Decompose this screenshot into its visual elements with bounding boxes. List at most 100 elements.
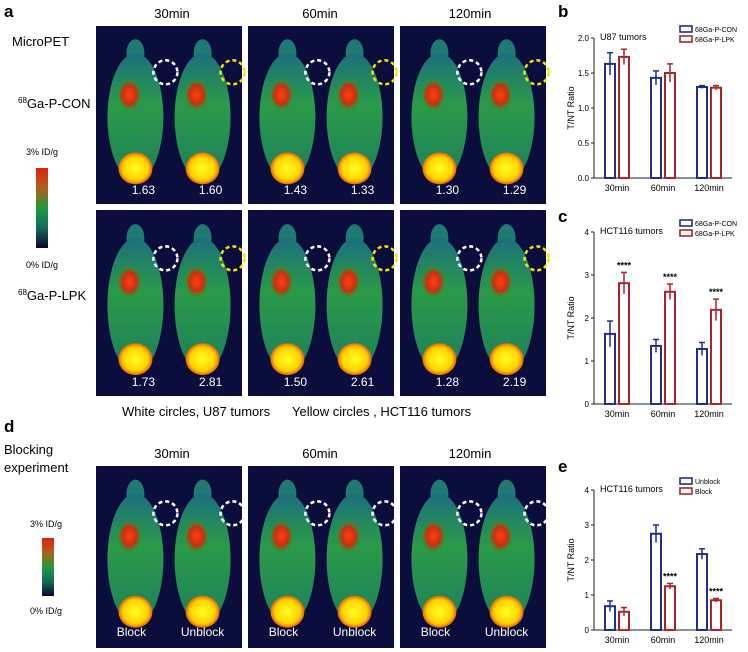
ratio-value-left: 1.50 <box>284 375 308 389</box>
caption-white-circles: White circles, U87 tumors <box>122 404 271 419</box>
mouse-left <box>107 39 164 185</box>
bladder-signal <box>337 152 372 185</box>
legend-swatch <box>679 219 693 227</box>
blocking-label-line1: Blocking <box>4 442 53 457</box>
legend-label: 68Ga-P-LPK <box>695 231 735 238</box>
ratio-value-left: 1.73 <box>132 375 156 389</box>
legend-swatch <box>679 229 693 237</box>
bladder-signal <box>185 152 220 185</box>
ratio-value-right: 2.19 <box>503 375 527 389</box>
pet-images-a: 1.63 1.60 1.43 1.33 1.30 1.29 1.73 2.81 1.50 2.61… <box>96 26 550 396</box>
uptake-hotspot <box>421 520 446 553</box>
panel-letter-b: b <box>558 2 568 21</box>
y-tick-label: 1 <box>585 357 590 366</box>
block-col1-pet-panel: Block Unblock <box>96 466 246 648</box>
y-axis-label: T/NT Ratio <box>566 538 576 581</box>
bar <box>710 308 722 405</box>
row1-col1-pet-panel: 1.63 1.60 <box>96 26 246 204</box>
panel-letter-e: e <box>558 457 567 476</box>
y-tick-label: 1 <box>585 591 590 600</box>
tumor-circle-right <box>219 500 246 527</box>
uptake-hotspot <box>269 265 294 298</box>
time-header-a-2: 60min <box>302 6 337 21</box>
y-tick-label: 1.5 <box>578 69 590 78</box>
mouse-right <box>478 39 535 185</box>
mouse-left <box>259 39 316 185</box>
label-block: Block <box>421 625 451 639</box>
y-tick-label: 2 <box>585 556 590 565</box>
uptake-hotspot <box>488 520 513 553</box>
bar <box>710 599 722 631</box>
legend-label: Unblock <box>695 479 721 486</box>
significance-marker: **** <box>663 272 678 282</box>
y-tick-label: 0.5 <box>578 139 590 148</box>
label-unblock: Unblock <box>181 625 225 639</box>
legend-swatch <box>679 25 693 33</box>
micropet-label: MicroPET <box>12 34 69 49</box>
mouse-right <box>478 479 535 628</box>
bar <box>604 62 616 179</box>
tumor-circle-left <box>152 245 179 272</box>
uptake-hotspot <box>117 265 142 298</box>
uptake-hotspot <box>488 265 513 298</box>
scale-a-top-label: 3% ID/g <box>26 147 58 157</box>
ratio-value-right: 1.29 <box>503 183 527 197</box>
mouse-left <box>411 479 468 628</box>
uptake-hotspot <box>117 78 142 111</box>
pet-images-d: Block Unblock Block Unblock Block Unblock <box>96 466 550 648</box>
y-tick-label: 3 <box>585 271 590 280</box>
legend-swatch <box>679 487 693 495</box>
tumor-circle-left <box>456 59 483 86</box>
y-tick-label: 4 <box>585 228 590 237</box>
legend-label: 68Ga-P-CON <box>695 27 737 34</box>
bladder-signal <box>337 343 372 376</box>
bar <box>650 532 662 631</box>
label-block: Block <box>269 625 299 639</box>
row1-col2-pet-panel: 1.43 1.33 <box>248 26 398 204</box>
uptake-hotspot <box>336 520 361 553</box>
row2-label-text: Ga-P-LPK <box>27 288 87 303</box>
row2-label: 68Ga-P-LPK <box>18 288 86 303</box>
chart-title: HCT116 tumors <box>600 226 663 236</box>
mouse-right <box>174 479 231 628</box>
uptake-hotspot <box>184 520 209 553</box>
row1-col3-pet-panel: 1.30 1.29 <box>400 26 550 204</box>
bar <box>710 86 722 179</box>
row1-label-text: Ga-P-CON <box>27 96 91 111</box>
bladder-signal <box>422 343 457 376</box>
uptake-hotspot <box>269 78 294 111</box>
mouse-left <box>259 224 316 376</box>
scale-a-bottom-label: 0% ID/g <box>26 260 58 270</box>
time-header-a-1: 30min <box>154 6 189 21</box>
bladder-signal <box>489 152 524 185</box>
y-axis-label: T/NT Ratio <box>566 86 576 129</box>
bladder-signal <box>422 595 457 628</box>
ratio-value-left: 1.28 <box>436 375 460 389</box>
row1-label: 68Ga-P-CON <box>18 96 90 111</box>
tumor-circle-left <box>304 500 331 527</box>
y-tick-label: 0 <box>585 400 590 409</box>
bladder-signal <box>270 152 305 185</box>
bar <box>618 55 630 179</box>
uptake-hotspot <box>269 520 294 553</box>
bladder-signal <box>185 595 220 628</box>
tumor-circle-left <box>152 59 179 86</box>
mouse-left <box>411 39 468 185</box>
tumor-circle-left <box>304 245 331 272</box>
bladder-signal <box>270 595 305 628</box>
row2-col2-pet-panel: 1.50 2.61 <box>248 210 398 396</box>
tumor-circle-right <box>219 245 246 272</box>
y-tick-label: 1.0 <box>578 104 590 113</box>
x-tick-label: 120min <box>694 183 724 193</box>
bladder-signal <box>118 595 153 628</box>
legend-swatch <box>679 35 693 43</box>
chart-title: HCT116 tumors <box>600 484 663 494</box>
bar-chart-c: 0 1 2 3 4 T/NT Ratio HCT116 tumors 68Ga-P-CON 68… <box>566 219 737 419</box>
mouse-left <box>107 224 164 376</box>
y-tick-label: 2 <box>585 314 590 323</box>
mouse-right <box>326 39 383 185</box>
x-tick-label: 60min <box>651 635 676 645</box>
bar <box>696 86 708 179</box>
label-block: Block <box>117 625 147 639</box>
bladder-signal <box>489 595 524 628</box>
